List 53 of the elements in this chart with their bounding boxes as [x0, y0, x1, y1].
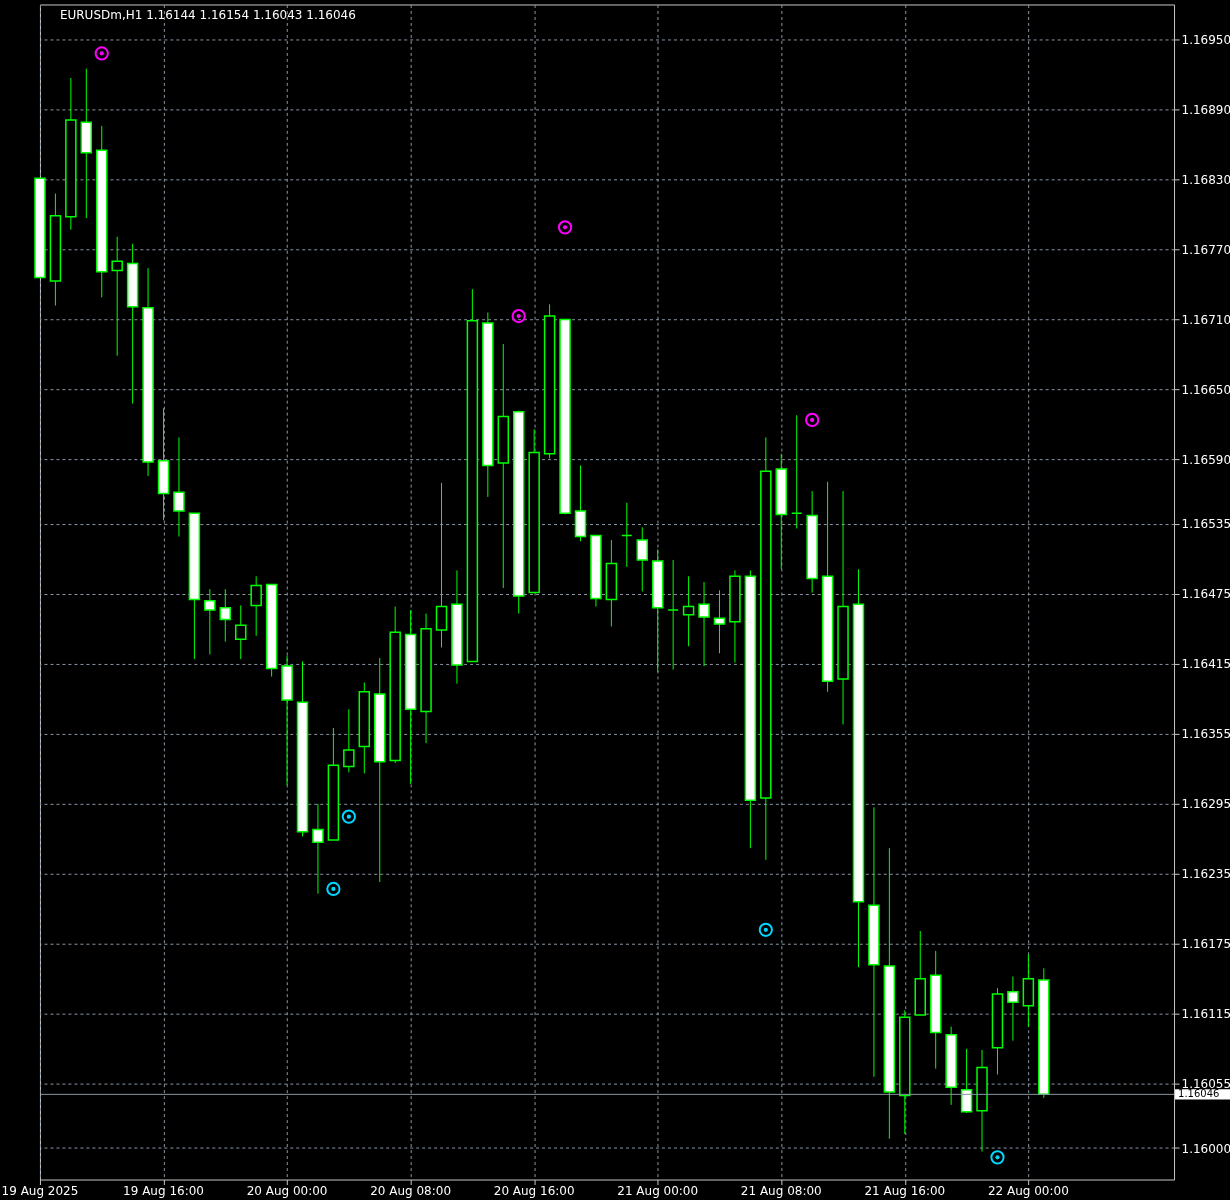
x-tick-label: 20 Aug 00:00 — [246, 1183, 328, 1198]
x-tick-label: 21 Aug 16:00 — [864, 1183, 946, 1198]
ref-line-label: 1.16046 — [1178, 1088, 1220, 1100]
y-tick-label: 1.16175 — [1181, 937, 1230, 952]
candlestick — [219, 588, 232, 643]
x-tick-label: 21 Aug 00:00 — [617, 1183, 699, 1198]
candlestick — [698, 581, 710, 667]
x-tick-label: 20 Aug 08:00 — [370, 1183, 452, 1198]
y-tick-label: 1.16770 — [1181, 243, 1230, 258]
y-tick-label: 1.16890 — [1181, 103, 1230, 117]
point — [557, 220, 573, 235]
y-tick-label: 1.16295 — [1181, 797, 1230, 812]
y-tick-label: 1.16535 — [1181, 517, 1230, 532]
candlestick — [204, 588, 216, 655]
candlestick — [636, 526, 649, 592]
candlestick — [312, 803, 324, 895]
x-tick-label: 19 Aug 2025 — [1, 1183, 79, 1198]
chart-title: EURUSDm,H1 1.16144 1.16154 1.16043 1.16046 — [59, 8, 356, 23]
y-tick-label: 1.16650 — [1181, 383, 1230, 398]
x-tick-label: 20 Aug 16:00 — [493, 1183, 575, 1198]
point — [94, 46, 109, 61]
candlestick — [1007, 975, 1019, 1042]
candlestick — [234, 604, 247, 660]
y-tick-label: 1.16235 — [1181, 867, 1230, 882]
point — [511, 308, 526, 324]
y-tick-label: 1.16950 — [1181, 32, 1230, 47]
candlestick — [111, 236, 123, 357]
candlestick — [250, 575, 262, 637]
point — [341, 809, 356, 824]
y-tick-label: 1.16000 — [1181, 1141, 1230, 1156]
x-tick-label: 19 Aug 16:00 — [123, 1183, 204, 1198]
candlestick — [682, 575, 695, 647]
y-tick-label: 1.16415 — [1181, 657, 1230, 672]
y-tick-label: 1.16830 — [1181, 173, 1230, 188]
point — [326, 881, 341, 897]
y-tick-label: 1.16115 — [1181, 1007, 1230, 1022]
candlestick — [435, 482, 448, 648]
candlestick — [960, 1048, 973, 1114]
point — [758, 922, 773, 937]
x-tick-label: 22 Aug 00:00 — [987, 1183, 1069, 1198]
candlestick — [343, 708, 355, 773]
candlestick — [790, 414, 803, 529]
point — [990, 1150, 1005, 1165]
point — [805, 412, 820, 427]
candlestick — [173, 436, 185, 538]
y-tick-label: 1.16475 — [1181, 587, 1230, 602]
y-tick-label: 1.16710 — [1181, 313, 1230, 328]
candlestick — [621, 502, 633, 568]
candlestick — [667, 559, 679, 671]
y-tick-label: 1.16590 — [1181, 453, 1230, 468]
x-tick-label: 21 Aug 08:00 — [740, 1183, 822, 1198]
candlestick — [713, 589, 726, 654]
y-tick-label: 1.16355 — [1181, 727, 1230, 742]
